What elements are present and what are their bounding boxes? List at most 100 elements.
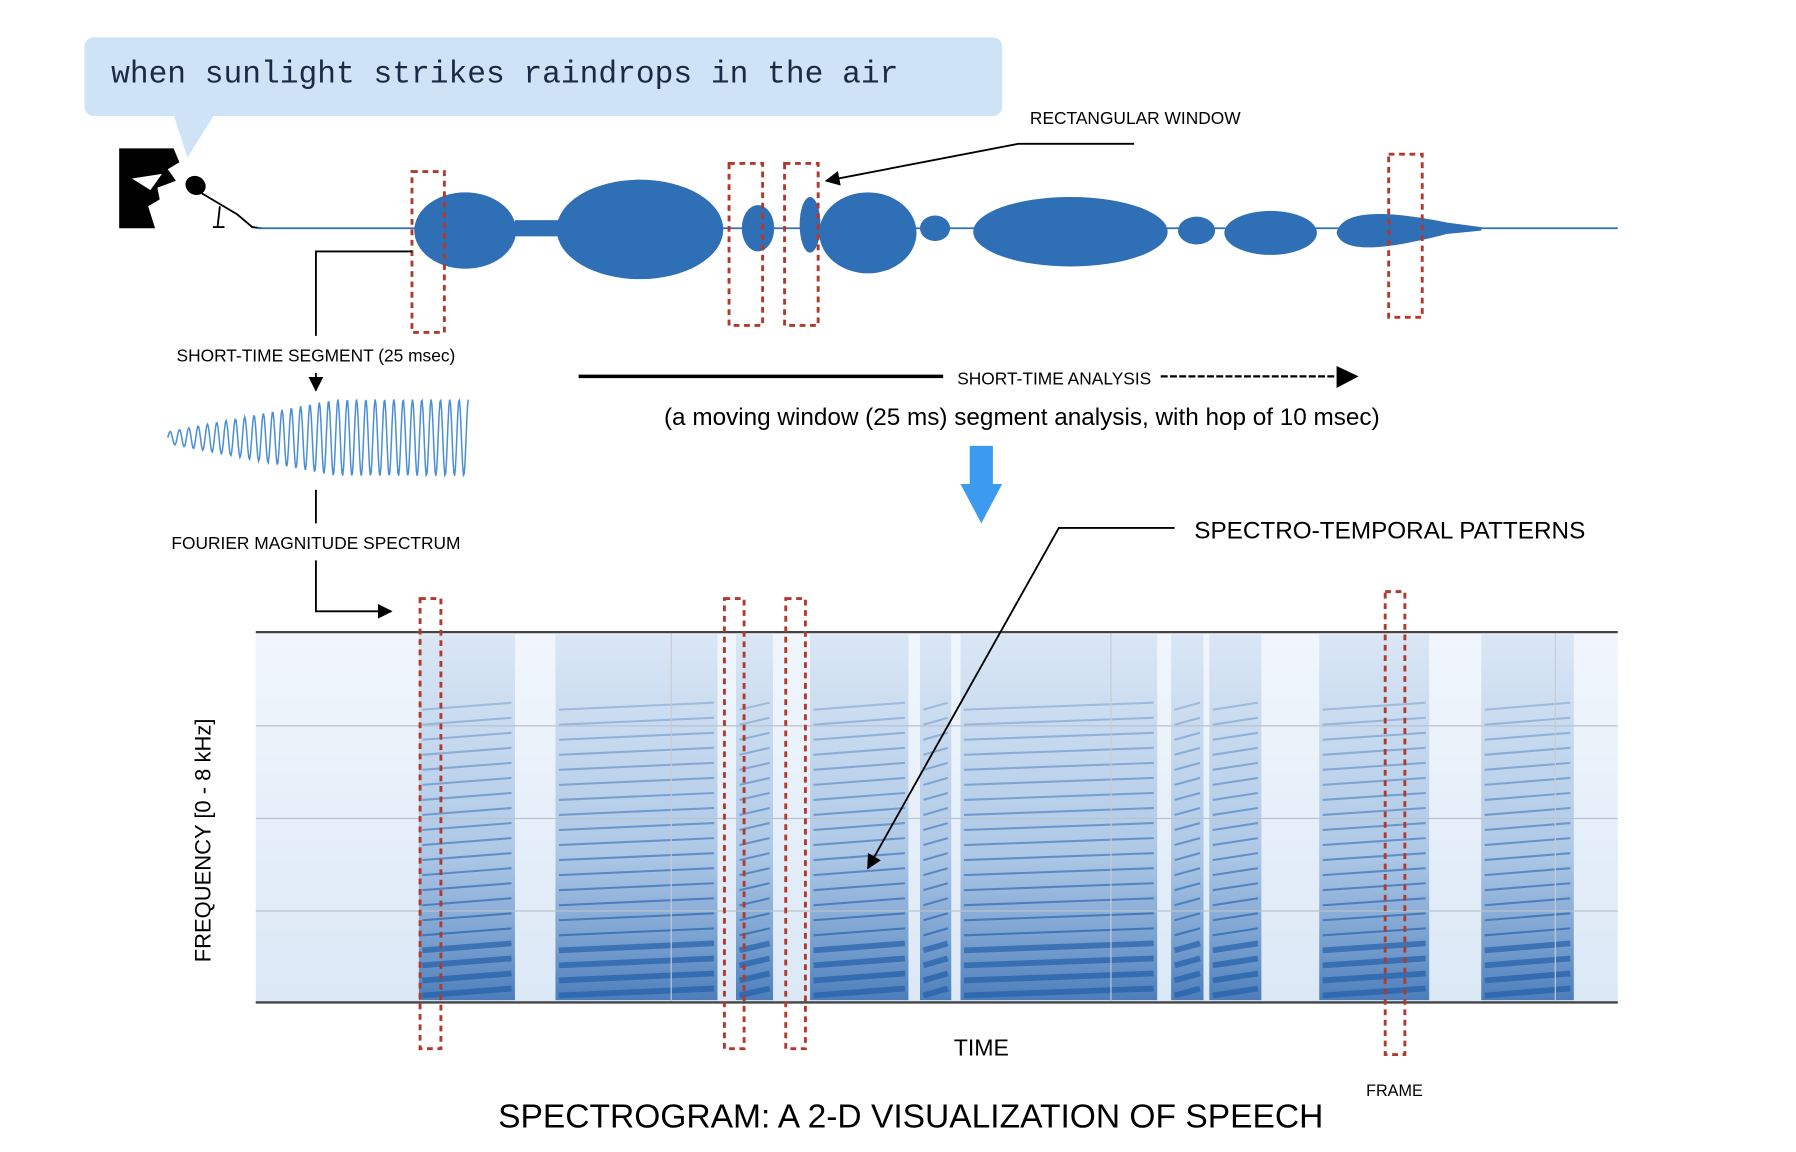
harmonic	[1484, 867, 1571, 877]
harmonic	[1212, 731, 1259, 741]
harmonic	[1484, 927, 1571, 937]
harmonic	[963, 867, 1154, 877]
harmonic	[558, 746, 715, 756]
harmonic	[1484, 806, 1571, 817]
harmonic	[963, 761, 1154, 771]
harmonic	[923, 791, 949, 801]
harmonic	[1174, 761, 1201, 771]
harmonic	[1484, 985, 1571, 999]
harmonic	[1322, 791, 1426, 801]
harmonic	[739, 912, 770, 922]
harmonic	[739, 776, 770, 786]
harmonic	[813, 806, 906, 817]
harmonic	[923, 776, 949, 786]
harmonic	[1212, 927, 1259, 937]
harmonic	[558, 897, 715, 907]
harmonic	[1212, 761, 1259, 771]
harmonic	[813, 731, 906, 741]
harmonic	[923, 912, 949, 922]
patterns-label: SPECTRO-TEMPORAL PATTERNS	[1194, 517, 1585, 544]
harmonic	[922, 985, 949, 999]
harmonic	[1173, 955, 1201, 969]
harmonic	[1322, 970, 1426, 984]
harmonic	[558, 882, 715, 892]
harmonic	[963, 791, 1154, 801]
harmonic	[1322, 806, 1426, 817]
short-time-segment-wave	[167, 398, 470, 479]
harmonic	[963, 776, 1154, 786]
harmonic	[1212, 897, 1259, 907]
harmonic	[963, 985, 1154, 999]
harmonic	[813, 701, 906, 711]
harmonic	[813, 867, 906, 877]
harmonic	[1212, 882, 1259, 892]
harmonic	[739, 716, 770, 726]
harmonic	[1173, 985, 1201, 999]
harmonic	[963, 837, 1154, 847]
harmonic	[1322, 882, 1426, 892]
harmonic	[1212, 701, 1259, 711]
harmonic	[1174, 807, 1201, 816]
harmonic	[1173, 940, 1201, 954]
harmonic	[1212, 970, 1259, 984]
speech-text: when sunlight strikes raindrops in the a…	[111, 57, 898, 92]
harmonic	[1174, 731, 1201, 741]
harmonic	[1212, 985, 1259, 999]
harmonic	[1322, 927, 1426, 937]
harmonic	[1174, 746, 1201, 756]
harmonic	[963, 882, 1154, 892]
harmonic	[422, 882, 512, 892]
harmonic	[558, 912, 715, 922]
harmonic	[1174, 791, 1201, 801]
harmonic	[813, 852, 906, 862]
voiced-band	[418, 634, 515, 1001]
harmonic	[1174, 912, 1201, 922]
harmonic	[963, 731, 1154, 741]
title: SPECTROGRAM: A 2-D VISUALIZATION OF SPEE…	[498, 1098, 1323, 1135]
harmonic	[1174, 882, 1201, 892]
analysis-label: SHORT-TIME ANALYSIS	[957, 368, 1151, 388]
harmonic	[813, 927, 906, 937]
harmonic	[923, 822, 949, 832]
harmonic	[422, 985, 512, 999]
harmonic	[1322, 746, 1426, 756]
harmonic	[963, 897, 1154, 907]
harmonic	[1174, 867, 1201, 877]
harmonic	[923, 746, 949, 756]
harmonic	[1484, 955, 1571, 969]
harmonic	[1322, 822, 1426, 832]
harmonic	[813, 955, 906, 969]
harmonic	[1174, 897, 1201, 907]
harmonic	[963, 806, 1154, 817]
harmonic	[422, 791, 512, 801]
harmonic	[422, 867, 512, 877]
harmonic	[1322, 940, 1426, 954]
voiced-band	[960, 634, 1158, 1001]
harmonic	[813, 746, 906, 756]
harmonic	[923, 897, 949, 907]
harmonic	[1322, 897, 1426, 907]
voiced-band	[1209, 634, 1262, 1001]
harmonic	[1484, 791, 1571, 801]
harmonic	[422, 912, 512, 922]
harmonic	[1484, 940, 1571, 954]
harmonic	[923, 867, 949, 877]
harmonic	[422, 701, 512, 711]
voiced-band	[919, 634, 952, 1001]
harmonic	[963, 852, 1154, 862]
harmonic	[1484, 970, 1571, 984]
fourier-label: FOURIER MAGNITUDE SPECTRUM	[171, 533, 460, 553]
harmonic	[422, 731, 512, 741]
frequency-axis-label: FREQUENCY [0 - 8 kHz]	[191, 719, 216, 963]
harmonic	[1484, 776, 1571, 786]
harmonic	[923, 807, 949, 816]
harmonic	[422, 940, 512, 954]
harmonic	[1322, 731, 1426, 741]
harmonic	[1322, 761, 1426, 771]
harmonic	[923, 852, 949, 862]
harmonic	[923, 882, 949, 892]
harmonic	[558, 837, 715, 847]
harmonic	[923, 927, 949, 937]
harmonic	[1322, 716, 1426, 726]
harmonic	[422, 970, 512, 984]
